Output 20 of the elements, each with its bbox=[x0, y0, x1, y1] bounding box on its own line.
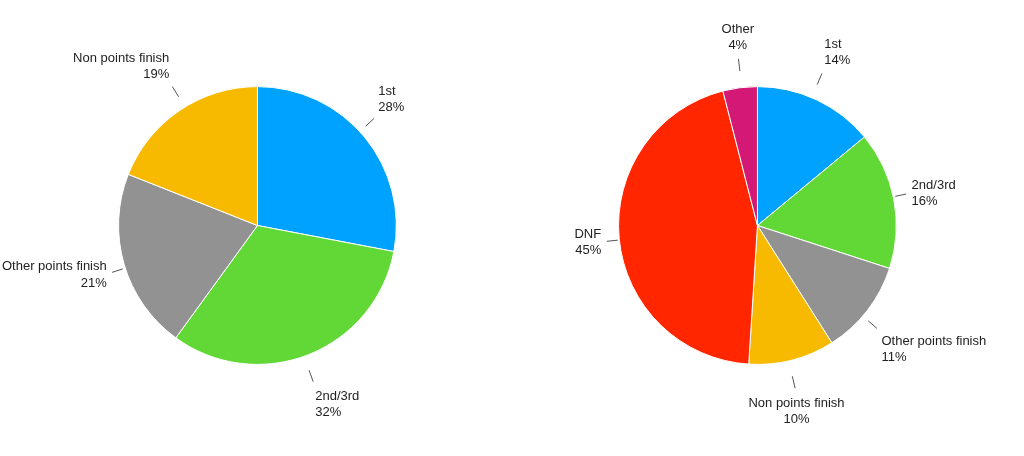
slice-label: DNF bbox=[574, 226, 602, 242]
data-label: 4% bbox=[728, 37, 748, 53]
slice-label: Other points finish bbox=[881, 332, 987, 348]
data-label: 21% bbox=[80, 274, 108, 290]
data-label: 28% bbox=[378, 98, 405, 114]
slice-label: 1st bbox=[378, 82, 397, 98]
data-label: 14% bbox=[824, 52, 851, 68]
data-label: 11% bbox=[881, 349, 907, 365]
slice-label: 2nd/3rd bbox=[911, 177, 956, 193]
data-label: 10% bbox=[783, 410, 810, 426]
slice-label: 1st bbox=[824, 36, 842, 52]
data-label: 32% bbox=[315, 404, 342, 420]
slice-label: Non points finish bbox=[748, 394, 845, 410]
data-label: 19% bbox=[143, 65, 170, 81]
slice-label: Other bbox=[721, 20, 755, 36]
data-label: 45% bbox=[575, 242, 602, 258]
slice-label: Other points finish bbox=[1, 258, 107, 274]
data-label: 16% bbox=[911, 193, 939, 209]
slice-label: 2nd/3rd bbox=[315, 388, 360, 404]
slice-label: Non points finish bbox=[73, 49, 170, 65]
